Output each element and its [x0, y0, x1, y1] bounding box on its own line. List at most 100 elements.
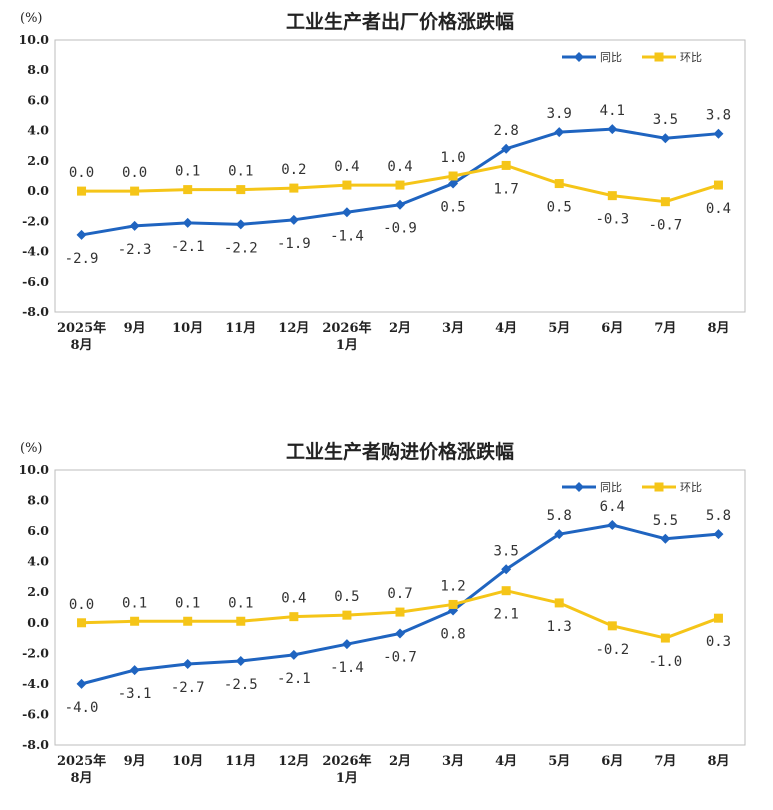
x-tick-label: 9月	[124, 754, 146, 769]
chart-svg-output: 工业生产者出厂价格涨跌幅 (%) 10.0 8.0 6.0 4.0 2.0 0.0 -2.0 -4…	[19, 10, 746, 353]
x-tick-label: 7月	[654, 321, 676, 336]
y-axis-unit: (%)	[20, 441, 43, 456]
data-point-mom	[289, 183, 299, 193]
x-tick-label: 12月	[278, 754, 309, 769]
data-label-yoy: 3.9	[547, 106, 572, 122]
data-point-yoy	[713, 128, 724, 139]
data-label-yoy: 4.1	[600, 103, 625, 119]
data-point-yoy	[395, 199, 405, 210]
data-label-mom: 0.5	[547, 200, 572, 216]
y-tick-label: -4.0	[22, 244, 49, 259]
legend-marker-mom	[654, 52, 664, 62]
data-point-yoy	[235, 655, 246, 666]
data-label-mom: 0.1	[175, 164, 200, 180]
y-tick-label: -6.0	[22, 274, 49, 289]
data-point-mom	[448, 599, 458, 609]
data-point-yoy	[448, 605, 459, 616]
data-label-yoy: 3.5	[653, 112, 678, 128]
y-tick-label: -4.0	[22, 676, 49, 691]
y-tick-label: -8.0	[22, 737, 49, 752]
x-tick-label: 12月	[278, 321, 309, 336]
x-tick-label: 11月	[225, 754, 256, 769]
data-point-yoy	[182, 217, 193, 228]
y-tick-label: 8.0	[27, 493, 49, 508]
data-point-yoy	[448, 178, 459, 189]
data-label-mom: 0.0	[69, 597, 94, 613]
data-point-mom	[236, 616, 246, 626]
data-point-mom	[77, 186, 87, 196]
data-point-yoy	[501, 143, 512, 154]
data-point-mom	[713, 613, 723, 623]
data-point-yoy	[76, 678, 87, 689]
y-tick-label: 4.0	[27, 554, 49, 569]
legend-label: 环比	[680, 51, 702, 64]
data-label-mom: 0.4	[706, 201, 731, 217]
data-point-yoy	[660, 133, 671, 144]
data-point-mom	[554, 179, 564, 189]
data-point-yoy	[235, 219, 246, 230]
data-point-yoy	[288, 214, 299, 225]
data-label-mom: 0.4	[387, 159, 412, 175]
data-point-yoy	[182, 659, 193, 670]
data-point-mom	[77, 618, 87, 628]
x-tick-label: 8月	[707, 321, 729, 336]
data-label-mom: -0.2	[595, 642, 629, 658]
data-point-yoy	[607, 124, 618, 135]
data-label-yoy: 5.5	[653, 513, 678, 529]
data-label-mom: 0.5	[334, 589, 359, 605]
data-point-mom	[183, 616, 193, 626]
data-label-yoy: -0.9	[383, 221, 417, 237]
data-point-yoy	[713, 529, 724, 540]
data-label-mom: 2.1	[494, 607, 519, 623]
data-label-yoy: -1.4	[330, 660, 364, 676]
data-label-mom: 0.0	[69, 165, 94, 181]
x-tick-label: 2025年 8月	[57, 320, 106, 353]
x-tick-label: 9月	[124, 321, 146, 336]
y-tick-label: -6.0	[22, 706, 49, 721]
data-point-mom	[448, 171, 458, 181]
data-point-mom	[395, 607, 405, 617]
x-tick-label: 2025年 8月	[57, 753, 106, 786]
data-point-yoy	[501, 564, 512, 575]
y-tick-label: -8.0	[22, 304, 49, 319]
data-label-yoy: -1.9	[277, 236, 311, 252]
x-tick-label: 8月	[707, 754, 729, 769]
data-label-mom: 1.0	[440, 150, 465, 166]
y-tick-label: 0.0	[27, 183, 49, 198]
data-point-mom	[342, 180, 352, 190]
x-tick-label: 5月	[548, 754, 570, 769]
x-tick-label: 4月	[495, 321, 517, 336]
data-point-mom	[236, 185, 246, 195]
data-label-yoy: 5.8	[547, 508, 572, 524]
data-label-mom: 0.4	[334, 159, 359, 175]
plot-frame	[54, 39, 746, 313]
data-point-mom	[660, 197, 670, 207]
y-tick-label: 2.0	[27, 153, 49, 168]
data-label-yoy: -3.1	[118, 686, 152, 702]
data-point-mom	[183, 185, 193, 195]
data-label-mom: 0.1	[175, 595, 200, 611]
x-tick-label: 6月	[601, 321, 623, 336]
data-label-yoy: -4.0	[65, 700, 99, 716]
data-point-mom	[342, 610, 352, 620]
x-tick-label: 2月	[389, 321, 411, 336]
data-point-yoy	[341, 639, 352, 650]
legend-label: 同比	[600, 51, 622, 64]
y-tick-label: 8.0	[27, 62, 49, 77]
y-tick-label: 10.0	[19, 32, 50, 47]
data-label-mom: -1.0	[649, 654, 683, 670]
data-label-mom: -0.3	[595, 212, 629, 228]
data-label-mom: 1.2	[440, 578, 465, 594]
x-tick-label: 6月	[601, 754, 623, 769]
data-label-mom: 0.1	[228, 164, 253, 180]
y-tick-label: 0.0	[27, 615, 49, 630]
data-label-yoy: 3.8	[706, 108, 731, 124]
data-label-yoy: -2.1	[171, 239, 205, 255]
data-point-yoy	[129, 665, 140, 676]
chart-title: 工业生产者出厂价格涨跌幅	[286, 10, 514, 33]
data-label-yoy: -2.2	[224, 240, 258, 256]
x-tick-label: 3月	[442, 321, 464, 336]
x-tick-label: 2月	[389, 754, 411, 769]
data-label-mom: 0.4	[281, 591, 306, 607]
chart-producer-purchase-price: 工业生产者购进价格涨跌幅 (%) 10.0 8.0 6.0 4.0 2.0 0.0 -2.0 -4…	[0, 430, 773, 810]
